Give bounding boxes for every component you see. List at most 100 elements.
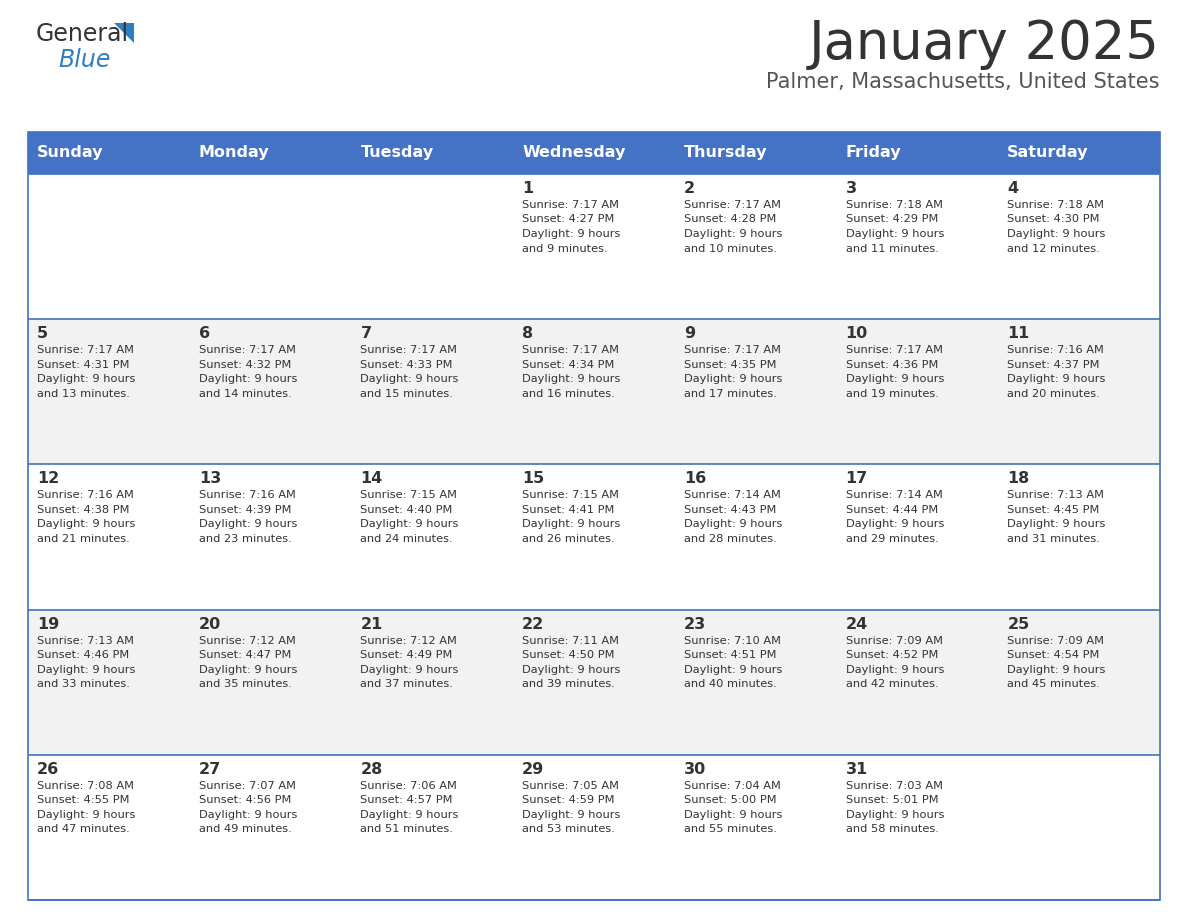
Text: Sunrise: 7:03 AM: Sunrise: 7:03 AM	[846, 781, 942, 790]
Text: and 37 minutes.: and 37 minutes.	[360, 679, 454, 689]
Text: and 23 minutes.: and 23 minutes.	[198, 534, 291, 543]
Bar	[998, 132, 1159, 174]
Text: 29: 29	[523, 762, 544, 777]
Text: and 26 minutes.: and 26 minutes.	[523, 534, 614, 543]
Text: Sunset: 4:28 PM: Sunset: 4:28 PM	[684, 215, 776, 225]
Text: Daylight: 9 hours: Daylight: 9 hours	[198, 810, 297, 820]
Text: Sunset: 4:52 PM: Sunset: 4:52 PM	[846, 650, 939, 660]
Text: Daylight: 9 hours: Daylight: 9 hours	[37, 375, 135, 385]
Text: Daylight: 9 hours: Daylight: 9 hours	[360, 520, 459, 530]
Text: Sunrise: 7:17 AM: Sunrise: 7:17 AM	[684, 345, 781, 355]
Text: Daylight: 9 hours: Daylight: 9 hours	[37, 810, 135, 820]
Bar	[675, 132, 836, 174]
Text: and 47 minutes.: and 47 minutes.	[37, 824, 129, 834]
Bar	[29, 174, 1159, 319]
Text: and 20 minutes.: and 20 minutes.	[1007, 388, 1100, 398]
Text: and 53 minutes.: and 53 minutes.	[523, 824, 615, 834]
Text: 11: 11	[1007, 326, 1030, 341]
Text: Sunset: 4:30 PM: Sunset: 4:30 PM	[1007, 215, 1100, 225]
Text: 13: 13	[198, 472, 221, 487]
Text: and 55 minutes.: and 55 minutes.	[684, 824, 777, 834]
Text: Daylight: 9 hours: Daylight: 9 hours	[846, 375, 944, 385]
Text: Sunset: 4:45 PM: Sunset: 4:45 PM	[1007, 505, 1100, 515]
Text: 26: 26	[37, 762, 59, 777]
Text: Sunrise: 7:16 AM: Sunrise: 7:16 AM	[198, 490, 296, 500]
Bar	[352, 132, 513, 174]
Text: 23: 23	[684, 617, 706, 632]
Text: 30: 30	[684, 762, 706, 777]
Text: and 51 minutes.: and 51 minutes.	[360, 824, 454, 834]
Bar	[513, 132, 675, 174]
Text: and 14 minutes.: and 14 minutes.	[198, 388, 291, 398]
Text: General: General	[36, 22, 129, 46]
Text: Daylight: 9 hours: Daylight: 9 hours	[684, 810, 782, 820]
Text: Sunrise: 7:12 AM: Sunrise: 7:12 AM	[198, 635, 296, 645]
Text: Sunset: 4:27 PM: Sunset: 4:27 PM	[523, 215, 614, 225]
Text: and 58 minutes.: and 58 minutes.	[846, 824, 939, 834]
Text: Sunrise: 7:09 AM: Sunrise: 7:09 AM	[846, 635, 942, 645]
Bar	[29, 319, 1159, 465]
Text: Tuesday: Tuesday	[360, 145, 434, 161]
Text: Daylight: 9 hours: Daylight: 9 hours	[846, 520, 944, 530]
Text: Daylight: 9 hours: Daylight: 9 hours	[360, 810, 459, 820]
Bar	[29, 132, 190, 174]
Text: Daylight: 9 hours: Daylight: 9 hours	[523, 229, 620, 239]
Text: Sunrise: 7:15 AM: Sunrise: 7:15 AM	[523, 490, 619, 500]
Text: 1: 1	[523, 181, 533, 196]
Text: and 9 minutes.: and 9 minutes.	[523, 243, 608, 253]
Text: Sunrise: 7:17 AM: Sunrise: 7:17 AM	[37, 345, 134, 355]
Text: Sunrise: 7:17 AM: Sunrise: 7:17 AM	[846, 345, 942, 355]
Text: 4: 4	[1007, 181, 1018, 196]
Text: Thursday: Thursday	[684, 145, 767, 161]
Text: Sunrise: 7:16 AM: Sunrise: 7:16 AM	[1007, 345, 1104, 355]
Text: Sunrise: 7:14 AM: Sunrise: 7:14 AM	[684, 490, 781, 500]
Text: Sunset: 4:41 PM: Sunset: 4:41 PM	[523, 505, 614, 515]
Text: 7: 7	[360, 326, 372, 341]
Text: Daylight: 9 hours: Daylight: 9 hours	[360, 665, 459, 675]
Text: Sunrise: 7:17 AM: Sunrise: 7:17 AM	[523, 200, 619, 210]
Text: and 42 minutes.: and 42 minutes.	[846, 679, 939, 689]
Text: 2: 2	[684, 181, 695, 196]
Text: Daylight: 9 hours: Daylight: 9 hours	[198, 520, 297, 530]
Text: Sunset: 4:43 PM: Sunset: 4:43 PM	[684, 505, 776, 515]
Text: and 33 minutes.: and 33 minutes.	[37, 679, 129, 689]
Text: Sunset: 4:31 PM: Sunset: 4:31 PM	[37, 360, 129, 370]
Text: Friday: Friday	[846, 145, 902, 161]
Text: 5: 5	[37, 326, 49, 341]
Text: 25: 25	[1007, 617, 1030, 632]
Text: Sunrise: 7:05 AM: Sunrise: 7:05 AM	[523, 781, 619, 790]
Bar	[836, 132, 998, 174]
Text: Daylight: 9 hours: Daylight: 9 hours	[37, 520, 135, 530]
Bar	[29, 465, 1159, 610]
Text: and 28 minutes.: and 28 minutes.	[684, 534, 777, 543]
Text: Sunset: 4:33 PM: Sunset: 4:33 PM	[360, 360, 453, 370]
Text: Sunset: 5:01 PM: Sunset: 5:01 PM	[846, 795, 939, 805]
Text: 24: 24	[846, 617, 867, 632]
Text: Sunset: 4:38 PM: Sunset: 4:38 PM	[37, 505, 129, 515]
Text: Sunrise: 7:17 AM: Sunrise: 7:17 AM	[198, 345, 296, 355]
Text: and 35 minutes.: and 35 minutes.	[198, 679, 291, 689]
Text: Sunset: 4:49 PM: Sunset: 4:49 PM	[360, 650, 453, 660]
Text: Sunrise: 7:17 AM: Sunrise: 7:17 AM	[360, 345, 457, 355]
Text: Sunset: 4:40 PM: Sunset: 4:40 PM	[360, 505, 453, 515]
Text: Monday: Monday	[198, 145, 270, 161]
Text: and 10 minutes.: and 10 minutes.	[684, 243, 777, 253]
Bar	[190, 132, 352, 174]
Text: 6: 6	[198, 326, 210, 341]
Text: and 17 minutes.: and 17 minutes.	[684, 388, 777, 398]
Text: 31: 31	[846, 762, 867, 777]
Text: Sunset: 4:46 PM: Sunset: 4:46 PM	[37, 650, 129, 660]
Text: Sunrise: 7:14 AM: Sunrise: 7:14 AM	[846, 490, 942, 500]
Text: Sunset: 4:37 PM: Sunset: 4:37 PM	[1007, 360, 1100, 370]
Text: Daylight: 9 hours: Daylight: 9 hours	[684, 665, 782, 675]
Text: 3: 3	[846, 181, 857, 196]
Text: Wednesday: Wednesday	[523, 145, 626, 161]
Text: and 13 minutes.: and 13 minutes.	[37, 388, 129, 398]
Text: Daylight: 9 hours: Daylight: 9 hours	[198, 665, 297, 675]
Text: 15: 15	[523, 472, 544, 487]
Text: Daylight: 9 hours: Daylight: 9 hours	[523, 520, 620, 530]
Text: Sunrise: 7:04 AM: Sunrise: 7:04 AM	[684, 781, 781, 790]
Text: Sunset: 4:32 PM: Sunset: 4:32 PM	[198, 360, 291, 370]
Text: 21: 21	[360, 617, 383, 632]
Text: and 24 minutes.: and 24 minutes.	[360, 534, 453, 543]
